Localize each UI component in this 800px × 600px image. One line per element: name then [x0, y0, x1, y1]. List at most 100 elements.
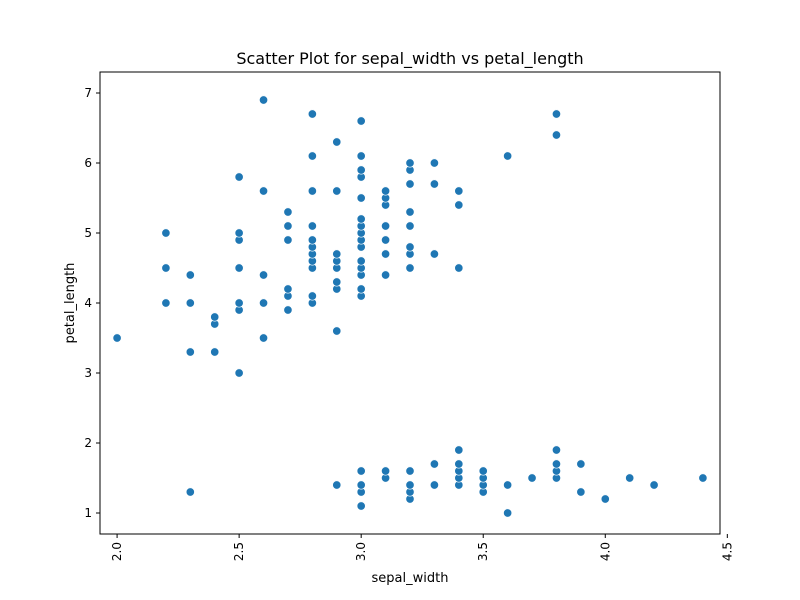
data-point [356, 284, 366, 294]
data-point [356, 151, 366, 161]
data-point [649, 480, 659, 490]
data-point [356, 214, 366, 224]
data-point [332, 277, 342, 287]
data-point [429, 459, 439, 469]
data-point [258, 270, 269, 280]
data-point [332, 249, 342, 259]
data-point [454, 263, 464, 273]
data-point [503, 480, 513, 490]
y-tick-label: 1 [84, 506, 92, 520]
data-point [161, 263, 171, 273]
data-point [551, 109, 562, 119]
data-point [234, 298, 244, 308]
x-axis-ticks: 2.0 2.5 3.0 3.5 4.0 4.5 [110, 534, 734, 561]
data-point [551, 459, 562, 469]
data-point [527, 473, 537, 483]
x-tick-label: 4.0 [598, 542, 612, 561]
data-point [210, 312, 220, 322]
data-point [405, 158, 415, 168]
data-point [258, 333, 269, 343]
data-point [600, 494, 610, 504]
plot-frame [99, 71, 721, 535]
data-point [332, 480, 342, 490]
x-axis-label: sepal_width [372, 571, 449, 586]
data-point [332, 186, 342, 196]
data-point [161, 228, 171, 238]
data-point [576, 487, 586, 497]
data-point [283, 221, 293, 231]
y-tick-label: 7 [84, 86, 92, 100]
data-point [234, 263, 244, 273]
data-point [185, 270, 195, 280]
x-tick-label: 2.5 [232, 542, 246, 561]
data-point [381, 466, 391, 476]
data-point [551, 130, 562, 140]
data-point [283, 235, 293, 245]
data-point [405, 480, 415, 490]
data-point [381, 270, 391, 280]
data-point [258, 186, 269, 196]
data-point [405, 242, 415, 252]
data-point [405, 221, 415, 231]
data-point [356, 501, 366, 511]
data-point [625, 473, 635, 483]
data-point [283, 207, 293, 217]
data-point [332, 326, 342, 336]
data-point [307, 221, 317, 231]
data-point [405, 466, 415, 476]
data-points [112, 95, 708, 518]
data-point [405, 207, 415, 217]
data-point [381, 221, 391, 231]
y-tick-label: 5 [84, 226, 92, 240]
data-point [576, 459, 586, 469]
y-tick-label: 2 [84, 436, 92, 450]
data-point [429, 249, 439, 259]
x-tick-label: 2.0 [110, 542, 124, 561]
data-point [307, 235, 317, 245]
data-point [503, 151, 513, 161]
data-point [283, 284, 293, 294]
x-tick-label: 3.0 [354, 542, 368, 561]
data-point [234, 228, 244, 238]
data-point [454, 200, 464, 210]
data-point [454, 445, 464, 455]
y-axis-ticks: 1 2 3 4 5 6 7 [84, 86, 100, 520]
y-axis-label: petal_length [63, 263, 78, 344]
data-point [185, 487, 195, 497]
data-point [429, 480, 439, 490]
data-point [478, 466, 488, 476]
data-point [307, 291, 317, 301]
data-point [454, 459, 464, 469]
data-point [210, 347, 220, 357]
data-point [454, 186, 464, 196]
data-point [551, 445, 562, 455]
data-point [356, 116, 366, 126]
data-point [405, 179, 415, 189]
data-point [381, 235, 391, 245]
x-tick-label: 3.5 [476, 542, 490, 561]
data-point [307, 186, 317, 196]
data-point [381, 249, 391, 259]
data-point [405, 263, 415, 273]
data-point [356, 256, 366, 266]
y-tick-label: 6 [84, 156, 92, 170]
data-point [185, 347, 195, 357]
y-tick-label: 4 [84, 296, 92, 310]
data-point [429, 158, 439, 168]
data-point [234, 368, 244, 378]
data-point [698, 473, 708, 483]
data-point [503, 508, 513, 518]
data-point [283, 305, 293, 315]
data-point [429, 179, 439, 189]
data-point [356, 466, 366, 476]
data-point [307, 109, 317, 119]
data-point [234, 172, 244, 182]
data-point [258, 298, 269, 308]
data-point [381, 186, 391, 196]
data-point [356, 480, 366, 490]
y-tick-label: 3 [84, 366, 92, 380]
data-point [356, 165, 366, 175]
data-point [112, 333, 122, 343]
